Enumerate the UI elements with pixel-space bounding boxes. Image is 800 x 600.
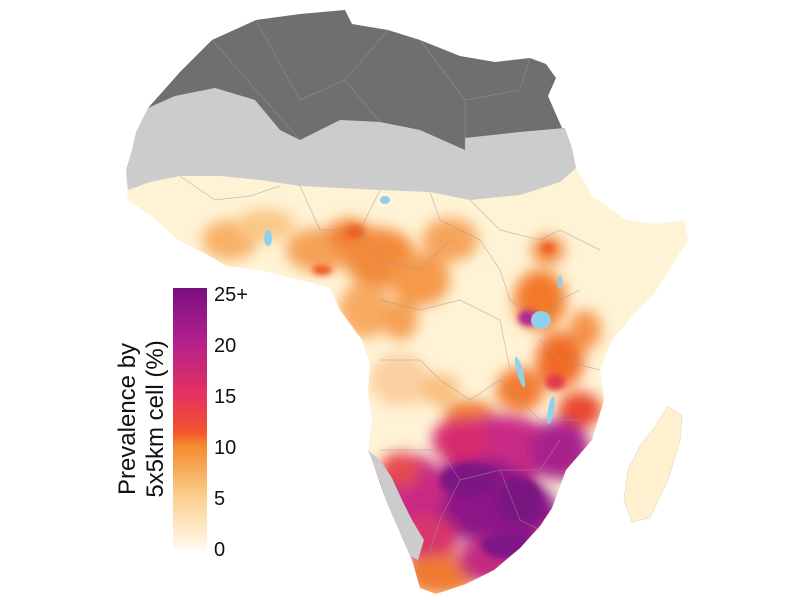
lake-victoria bbox=[531, 311, 551, 329]
excluded-region-dark bbox=[148, 10, 565, 150]
legend-tick-label: 5 bbox=[214, 488, 225, 510]
lake-turkana bbox=[558, 275, 562, 289]
legend-tick-label: 25+ bbox=[214, 284, 248, 306]
legend: 25+ 20 15 10 5 0 Prevalence by 5x5km cell (%) bbox=[114, 284, 248, 561]
excluded-region-light bbox=[126, 88, 576, 200]
madagascar bbox=[623, 405, 683, 523]
lake-malawi bbox=[547, 396, 555, 424]
legend-tick-label: 0 bbox=[214, 539, 225, 561]
legend-tick-label: 15 bbox=[214, 386, 236, 408]
lake-tanganyika bbox=[514, 356, 526, 388]
legend-colorbar bbox=[173, 288, 207, 550]
lake-volta bbox=[264, 230, 272, 246]
lake-chad bbox=[380, 196, 390, 204]
lakes bbox=[264, 196, 562, 424]
legend-tick-label: 10 bbox=[214, 437, 236, 459]
excluded-region-south bbox=[368, 450, 424, 560]
legend-title-line1: Prevalence by bbox=[114, 343, 141, 495]
legend-title-line2: 5x5km cell (%) bbox=[142, 340, 169, 497]
legend-tick-label: 20 bbox=[214, 335, 236, 357]
